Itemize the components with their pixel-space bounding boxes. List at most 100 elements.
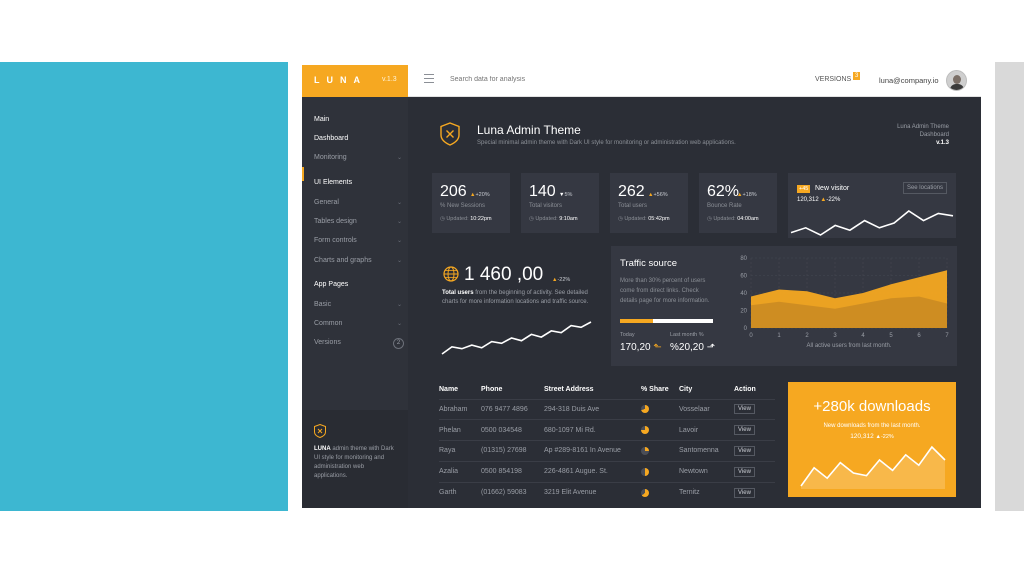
stat-value: 206 [440, 183, 467, 200]
sidebar-item-general[interactable]: General ⌄ [314, 199, 402, 206]
sidebar-item-label: General [314, 199, 339, 206]
downloads-card: +280k downloads New downloads from the l… [788, 382, 956, 497]
cell-name: Phelan [439, 419, 481, 441]
share-pie-icon [641, 488, 649, 497]
view-button[interactable]: View [734, 466, 755, 477]
sidebar-item-label: Basic [314, 301, 332, 308]
cell-address: 680-1097 Mi Rd. [544, 419, 641, 441]
sidebar-item-common[interactable]: Common ⌄ [314, 320, 402, 327]
user-email[interactable]: luna@company.io [879, 76, 939, 85]
search-input[interactable] [450, 76, 650, 83]
share-pie-icon [641, 426, 649, 435]
page-subtitle: Special minimal admin theme with Dark UI… [477, 140, 736, 146]
luna-shield-icon [314, 424, 326, 438]
see-locations-button[interactable]: See locations [902, 182, 947, 194]
users-table: Name Phone Street Address % Share City A… [439, 381, 775, 503]
cell-address: 294-318 Duis Ave [544, 398, 641, 420]
view-button[interactable]: View [734, 445, 755, 456]
x-tick-label: 2 [805, 333, 809, 339]
sidebar-item-dashboard[interactable]: Dashboard [314, 135, 402, 142]
traffic-progress-bar [620, 319, 713, 323]
stat-value: 140 [529, 183, 556, 200]
today-value: 170,20 ⬑ [620, 342, 662, 353]
y-tick-label: 60 [740, 274, 747, 280]
luna-shield-icon [440, 122, 460, 146]
avatar[interactable] [946, 70, 967, 91]
sidebar-heading-main: Main [314, 116, 330, 123]
chevron-down-icon: ⌄ [396, 219, 402, 225]
cell-phone: 0500 034548 [481, 419, 544, 441]
chevron-down-icon: ⌄ [396, 258, 402, 264]
sidebar-item-label: Charts and graphs [314, 257, 372, 264]
table-row: Garth (01662) 59083 3219 Elit Avenue Ter… [439, 481, 775, 503]
col-header-action[interactable]: Action [734, 386, 756, 394]
brand-block[interactable]: LUNA v.1.3 [302, 65, 408, 97]
top-bar: LUNA v.1.3 VERSIONS 3 luna@company.io [302, 65, 981, 97]
sidebar-item-versions[interactable]: Versions 2 [314, 338, 404, 349]
y-tick-label: 20 [740, 309, 747, 315]
cell-address: 3219 Elit Avenue [544, 481, 641, 503]
table-row: Raya (01315) 27698 Ap #289-8161 In Avenu… [439, 440, 775, 462]
sidebar-item-forms[interactable]: Form controls ⌄ [314, 237, 402, 244]
today-label: Today [620, 332, 635, 338]
table-header-row: Name Phone Street Address % Share City A… [439, 381, 775, 399]
sidebar-item-label: Versions [314, 339, 341, 346]
sidebar-item-monitoring[interactable]: Monitoring ⌄ [314, 154, 402, 161]
share-pie-icon [641, 446, 649, 455]
versions-link[interactable]: VERSIONS [815, 76, 852, 83]
cell-city: Newtown [679, 460, 734, 483]
stat-value: 262 [618, 183, 645, 200]
new-visitor-badge: +45 [797, 185, 811, 193]
col-header-address[interactable]: Street Address [544, 386, 594, 394]
hamburger-icon[interactable] [424, 74, 434, 84]
new-visitor-sparkline [790, 210, 954, 236]
cell-city: Vosselaar [679, 398, 734, 420]
sidebar-item-charts[interactable]: Charts and graphs ⌄ [314, 257, 402, 264]
col-header-phone[interactable]: Phone [481, 386, 503, 394]
total-users-value: 1 460 ,00 [464, 264, 544, 285]
sidebar-item-label: Tables design [314, 218, 357, 225]
active-indicator [302, 167, 304, 181]
versions-count: 2 [393, 338, 404, 349]
sidebar-item-label: Monitoring [314, 154, 347, 161]
stat-label: Bounce Rate [707, 203, 742, 209]
downloads-subtitle: New downloads from the last month. [823, 423, 921, 429]
traffic-area-chart: 0 20 40 60 80 0 1 2 3 4 5 6 7 All active users from l… [740, 256, 949, 349]
sidebar-item-tables[interactable]: Tables design ⌄ [314, 218, 402, 225]
y-tick-label: 40 [740, 291, 747, 297]
breadcrumb: Luna Admin Theme Dashboard v.1.3 [897, 124, 949, 146]
stat-value: 62% [707, 183, 740, 200]
stat-trend: ▲+20% [470, 192, 490, 198]
chevron-down-icon: ⌄ [396, 321, 402, 327]
luna-dashboard-screenshot: LUNA v.1.3 VERSIONS 3 luna@company.io Ma… [302, 65, 981, 508]
cell-name: Abraham [439, 398, 481, 420]
col-header-share[interactable]: % Share [641, 386, 669, 394]
chevron-down-icon: ⌄ [396, 302, 402, 308]
col-header-city[interactable]: City [679, 386, 693, 394]
x-tick-label: 1 [777, 333, 781, 339]
sidebar-item-label: Form controls [314, 237, 357, 244]
versions-count-badge: 3 [853, 72, 861, 80]
sidebar-item-basic[interactable]: Basic ⌄ [314, 301, 402, 308]
view-button[interactable]: View [734, 404, 755, 415]
page-title: Luna Admin Theme [477, 123, 581, 137]
sidebar-heading-ui: UI Elements [314, 179, 353, 186]
sidebar-item-label: Dashboard [314, 135, 349, 142]
last-month-value: %20,20 ⬏ [670, 342, 716, 353]
stat-card-bounce: 62% ▲+18% Bounce Rate ◷ Updated: 04:00am [699, 173, 777, 233]
cell-name: Garth [439, 481, 481, 503]
col-header-name[interactable]: Name [439, 386, 459, 394]
view-button[interactable]: View [734, 487, 755, 498]
x-tick-label: 7 [945, 333, 949, 339]
cell-phone: 076 9477 4896 [481, 398, 544, 420]
downloads-title: +280k downloads [813, 398, 931, 415]
y-tick-label: 80 [740, 256, 747, 262]
x-tick-label: 4 [861, 333, 865, 339]
total-users-sparkline [441, 321, 592, 355]
view-button[interactable]: View [734, 425, 755, 436]
stat-label: Total users [618, 203, 648, 209]
sidebar-footer-text: LUNA admin theme with Dark UI style for … [314, 446, 394, 479]
new-visitor-value: 120,312 ▲-22% [797, 197, 841, 203]
table-row: Abraham 076 9477 4896 294-318 Duis Ave V… [439, 398, 775, 420]
stat-card-users: 262 ▲+56% Total users ◷ Updated: 05:42pm [610, 173, 688, 233]
